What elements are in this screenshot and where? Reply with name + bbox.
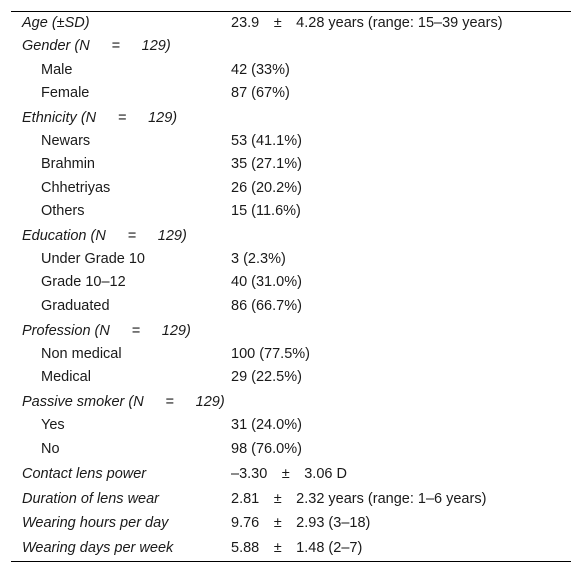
top-rule [11,11,571,12]
table-section-row: Wearing days per week 5.88 ± 1.48 (2–7) [11,537,571,560]
table-row: Others 15 (11.6%) [11,200,571,223]
table-row: Medical 29 (22.5%) [11,366,571,389]
row-value: 23.9 ± 4.28 years (range: 15–39 years) [231,15,503,31]
table-section-row: Wearing hours per day 9.76 ± 2.93 (3–18) [11,512,571,535]
row-label: Age (±SD) [22,15,90,31]
row-value: 5.88 ± 1.48 (2–7) [231,540,363,557]
row-value: 29 (22.5%) [231,369,302,386]
row-value: 98 (76.0%) [231,440,302,457]
row-label: Wearing days per week [22,540,174,557]
row-label: Ethnicity (N = 129) [22,109,178,126]
row-label: Yes [41,417,65,434]
row-label: Under Grade 10 [41,251,145,268]
table-row: Chhetriyas 26 (20.2%) [11,177,571,200]
table-row: Female 87 (67%) [11,82,571,105]
row-label: Newars [41,133,91,150]
table-row: Brahmin 35 (27.1%) [11,153,571,176]
table-section-row: Contact lens power –3.30 ± 3.06 D [11,463,571,486]
row-value: 87 (67%) [231,84,290,101]
row-value: 26 (20.2%) [231,179,302,196]
row-value: 42 (33%) [231,61,290,78]
table-section-row: Profession (N = 129) [11,320,571,343]
row-label: Male [41,61,73,78]
bottom-rule [11,560,571,562]
row-label: Contact lens power [22,465,147,482]
row-label: Duration of lens wear [22,490,160,507]
table-section-row: Gender (N = 129) [11,35,571,58]
row-label: Medical [41,369,91,386]
row-label: Brahmin [41,156,95,173]
row-value: 35 (27.1%) [231,156,302,173]
row-label: No [41,440,60,457]
row-label: Education (N = 129) [22,227,187,244]
table-section-row: Duration of lens wear 2.81 ± 2.32 years (… [11,488,571,511]
table-row: Under Grade 10 3 (2.3%) [11,248,571,271]
row-value: 86 (66.7%) [231,297,302,314]
row-value: 31 (24.0%) [231,417,302,434]
row-label: Graduated [41,297,110,314]
table-row: Yes 31 (24.0%) [11,414,571,437]
row-value: 100 (77.5%) [231,345,310,362]
table-row: Male 42 (33%) [11,59,571,82]
table-section-row: Passive smoker (N = 129) [11,391,571,414]
table-row: No 98 (76.0%) [11,438,571,461]
row-value: 40 (31.0%) [231,274,302,291]
row-label: Profession (N = 129) [22,322,191,339]
row-label: Wearing hours per day [22,515,169,532]
row-label: Grade 10–12 [41,274,126,291]
row-value: 2.81 ± 2.32 years (range: 1–6 years) [231,490,487,507]
table-section-row: Ethnicity (N = 129) [11,107,571,130]
table-section-row: Age (±SD) 23.9 ± 4.28 years (range: 15–39… [11,12,571,35]
table-section-row: Education (N = 129) [11,225,571,248]
row-value: 3 (2.3%) [231,251,286,268]
row-value: 53 (41.1%) [231,133,302,150]
row-value: 15 (11.6%) [231,202,301,219]
row-label: Chhetriyas [41,179,111,196]
row-label: Others [41,202,85,219]
table-body: Age (±SD) 23.9 ± 4.28 years (range: 15–39… [11,12,571,561]
row-label: Female [41,84,90,101]
row-value: –3.30 ± 3.06 D [231,465,347,482]
table-row: Non medical 100 (77.5%) [11,343,571,366]
table-row: Graduated 86 (66.7%) [11,295,571,318]
row-value: 9.76 ± 2.93 (3–18) [231,515,371,532]
row-label: Passive smoker (N = 129) [22,394,225,411]
table-row: Grade 10–12 40 (31.0%) [11,271,571,294]
demographics-table: Age (±SD) 23.9 ± 4.28 years (range: 15–39… [11,11,571,562]
table-row: Newars 53 (41.1%) [11,130,571,153]
row-label: Gender (N = 129) [22,38,171,55]
row-label: Non medical [41,345,122,362]
